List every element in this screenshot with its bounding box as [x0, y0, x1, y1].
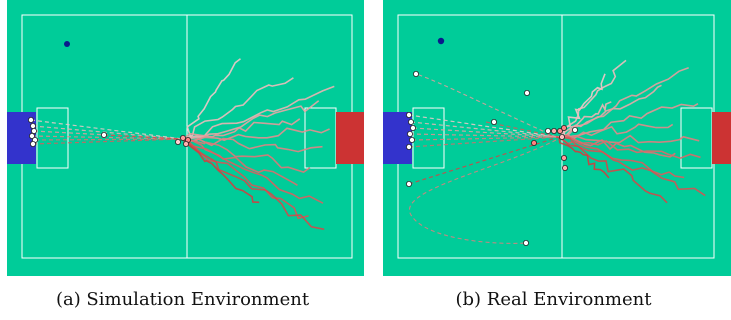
- caption-simulation: (a) Simulation Environment: [55, 289, 310, 310]
- solid-trajectory: [182, 138, 325, 231]
- solid-trajectory: [558, 59, 627, 138]
- robot-marker: [405, 112, 412, 119]
- solid-trajectory: [182, 127, 330, 143]
- opponent-goal: [712, 112, 731, 164]
- trajectories: [408, 59, 706, 244]
- dashed-trajectory: [103, 134, 184, 140]
- robot-marker: [182, 140, 189, 147]
- robot-marker: [522, 239, 529, 246]
- robot-marker: [405, 143, 412, 150]
- robot-marker: [550, 127, 557, 134]
- robot-marker: [179, 134, 186, 141]
- field-real: [383, 0, 731, 276]
- dashed-trajectory: [34, 138, 184, 141]
- solid-trajectory: [559, 134, 700, 144]
- robot-marker: [408, 119, 415, 126]
- robot-marker: [544, 127, 551, 134]
- dashed-trajectory: [408, 136, 560, 185]
- robots: [27, 117, 191, 147]
- robot-marker: [558, 133, 565, 140]
- panel-real: (b) Real Environment: [376, 0, 731, 320]
- robot-marker: [560, 125, 567, 132]
- dashed-trajectory: [411, 136, 560, 141]
- dashed-trajectory: [30, 119, 184, 140]
- robot-marker: [523, 90, 530, 97]
- solid-trajectory: [182, 118, 301, 140]
- robot-marker: [30, 127, 37, 134]
- robot-marker: [101, 131, 108, 138]
- robot-marker: [413, 71, 420, 78]
- dashed-trajectory: [415, 73, 557, 138]
- solid-trajectory: [182, 58, 241, 140]
- robot-marker: [561, 164, 568, 171]
- solid-trajectory: [182, 138, 311, 173]
- solid-trajectory: [182, 138, 260, 204]
- dashed-trajectory: [412, 127, 560, 138]
- robot-marker: [530, 139, 537, 146]
- solid-trajectory: [558, 103, 699, 138]
- own-goal: [383, 112, 412, 164]
- robot-marker: [571, 127, 578, 134]
- dashed-trajectory: [408, 114, 560, 138]
- robot-marker: [29, 140, 36, 147]
- robot-marker: [28, 132, 35, 139]
- solid-trajectory: [558, 101, 612, 138]
- solid-trajectory: [182, 138, 324, 204]
- robot-marker: [174, 138, 181, 145]
- dashed-trajectory: [410, 121, 560, 138]
- caption-real: (b) Real Environment: [455, 289, 652, 310]
- dashed-trajectory: [409, 133, 560, 138]
- solid-trajectory: [558, 134, 701, 160]
- robot-marker: [491, 119, 498, 126]
- solid-trajectory: [182, 77, 294, 140]
- solid-trajectory: [558, 136, 610, 179]
- robot-marker: [406, 130, 413, 137]
- dashed-trajectory: [485, 121, 560, 138]
- solid-trajectory: [558, 136, 685, 179]
- dashed-trajectory: [33, 130, 184, 140]
- opponent-goal: [336, 112, 364, 164]
- solid-trajectory: [182, 85, 335, 140]
- robot-marker: [29, 123, 36, 130]
- robot-marker: [405, 180, 412, 187]
- solid-trajectory: [558, 136, 668, 204]
- robot-marker: [410, 125, 417, 132]
- panel-simulation: (a) Simulation Environment: [0, 0, 365, 320]
- robot-marker: [560, 154, 567, 161]
- trajectories: [30, 58, 335, 231]
- solid-trajectory: [182, 138, 298, 186]
- robots: [405, 71, 578, 246]
- field-simulation: [7, 0, 364, 276]
- robot-marker: [409, 136, 416, 143]
- solid-trajectory: [182, 137, 323, 153]
- target-marker: [437, 37, 445, 45]
- target-marker: [64, 41, 70, 47]
- robot-marker: [556, 127, 563, 134]
- dashed-trajectory: [408, 139, 557, 244]
- robot-marker: [27, 117, 34, 124]
- solid-trajectory: [558, 66, 689, 138]
